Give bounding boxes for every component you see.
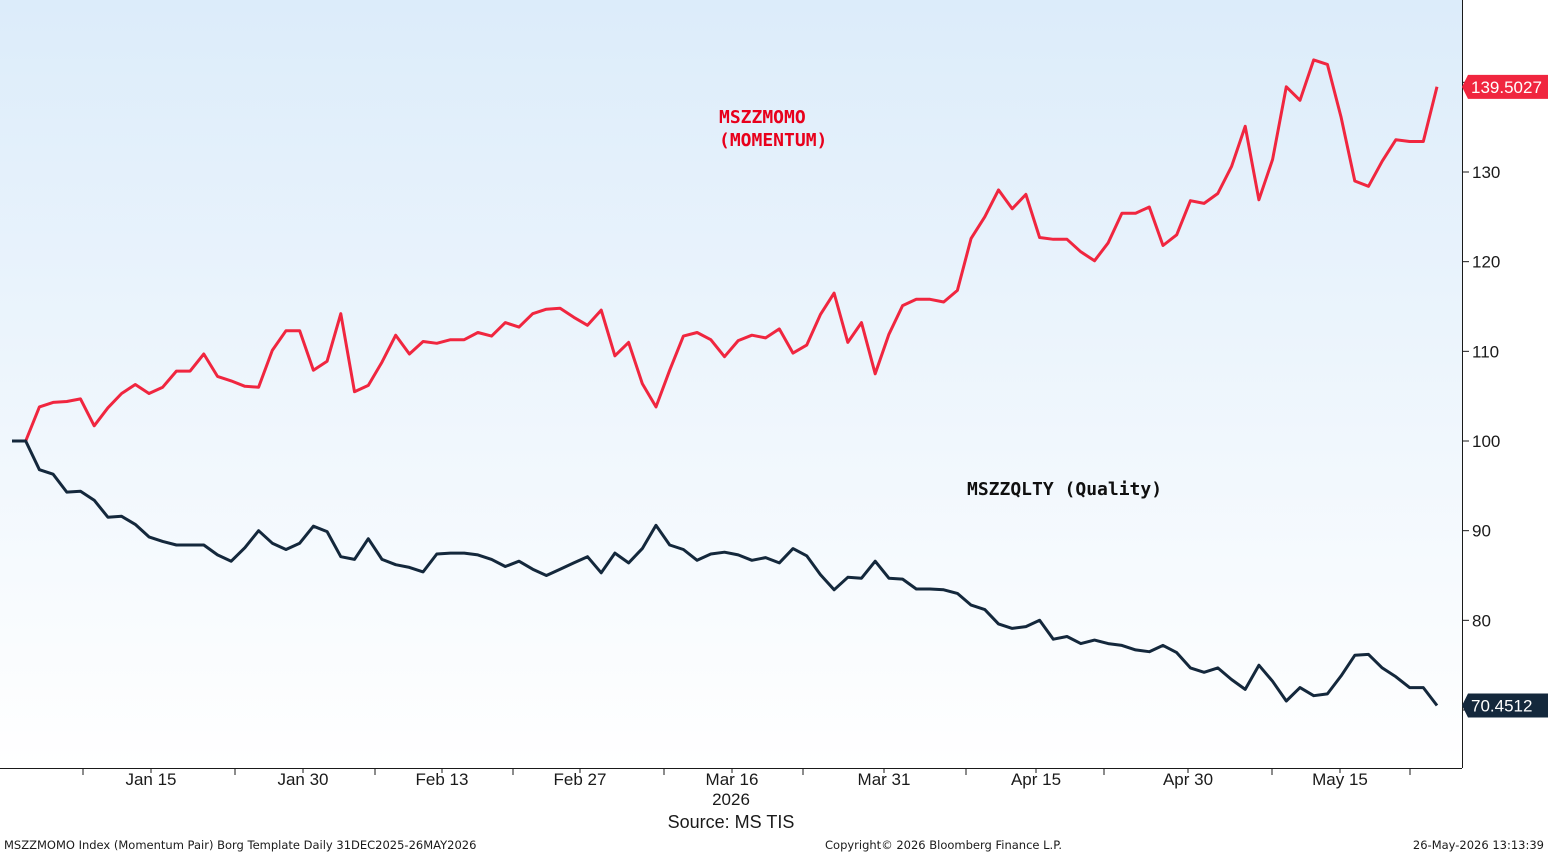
last-value-tags: 139.5027 70.4512 bbox=[1462, 74, 1548, 718]
y-tick-label: 130 bbox=[1472, 163, 1500, 182]
momentum-label-line1: MSZZMOMO bbox=[719, 107, 806, 128]
x-tick-label: Mar 16 bbox=[706, 770, 759, 789]
x-tick-label: Jan 30 bbox=[277, 770, 328, 789]
momentum-series-line bbox=[12, 58, 1439, 443]
momentum-series-label: MSZZMOMO bbox=[719, 107, 806, 128]
y-tick-label: 110 bbox=[1472, 342, 1499, 361]
value-tag-bg bbox=[1462, 693, 1548, 718]
x-axis-ticks: Jan 15 Jan 30 Feb 13 Feb 27 Mar 16 Mar 31 Apr … bbox=[125, 768, 1368, 789]
quality-series-label: MSZZQLTY (Quality) bbox=[967, 479, 1162, 500]
x-tick-label: Feb 13 bbox=[416, 770, 469, 789]
quality-series-line bbox=[12, 439, 1439, 707]
value-tag-bg bbox=[1462, 74, 1548, 99]
x-tick-label: Feb 27 bbox=[554, 770, 607, 789]
value-tag-text: 139.5027 bbox=[1471, 78, 1542, 97]
plot-background bbox=[0, 0, 1462, 768]
year-label: 2026 bbox=[712, 790, 750, 809]
x-tick-label: Apr 15 bbox=[1011, 770, 1061, 789]
x-tick-label: Apr 30 bbox=[1163, 770, 1213, 789]
source-note: Source: MS TIS bbox=[667, 812, 795, 832]
momentum-series-label-2: (MOMENTUM) bbox=[719, 130, 827, 151]
y-axis-ticks: 80 90 100 110 120 130 bbox=[1462, 81, 1500, 711]
y-tick-label: 90 bbox=[1472, 522, 1491, 541]
value-tag-text: 70.4512 bbox=[1471, 697, 1532, 716]
series-lines bbox=[12, 58, 1439, 707]
x-tick-label: May 15 bbox=[1312, 770, 1368, 789]
footer-index-info: MSZZMOMO Index (Momentum Pair) Borg Temp… bbox=[4, 838, 477, 852]
x-tick-label: Mar 31 bbox=[858, 770, 911, 789]
x-minor-ticks bbox=[82, 768, 1411, 775]
y-tick-label: 100 bbox=[1472, 432, 1500, 451]
x-tick-label: Jan 15 bbox=[125, 770, 176, 789]
quality-last-value-tag: 70.4512 bbox=[1462, 693, 1548, 718]
y-tick-label: 120 bbox=[1472, 253, 1500, 272]
footer-copyright: Copyright© 2026 Bloomberg Finance L.P. bbox=[825, 838, 1062, 852]
footer-timestamp: 26-May-2026 13:13:39 bbox=[1412, 838, 1544, 852]
momentum-last-value-tag: 139.5027 bbox=[1462, 74, 1548, 99]
y-tick-label: 80 bbox=[1472, 611, 1491, 630]
momentum-label-line2: (MOMENTUM) bbox=[719, 130, 827, 151]
